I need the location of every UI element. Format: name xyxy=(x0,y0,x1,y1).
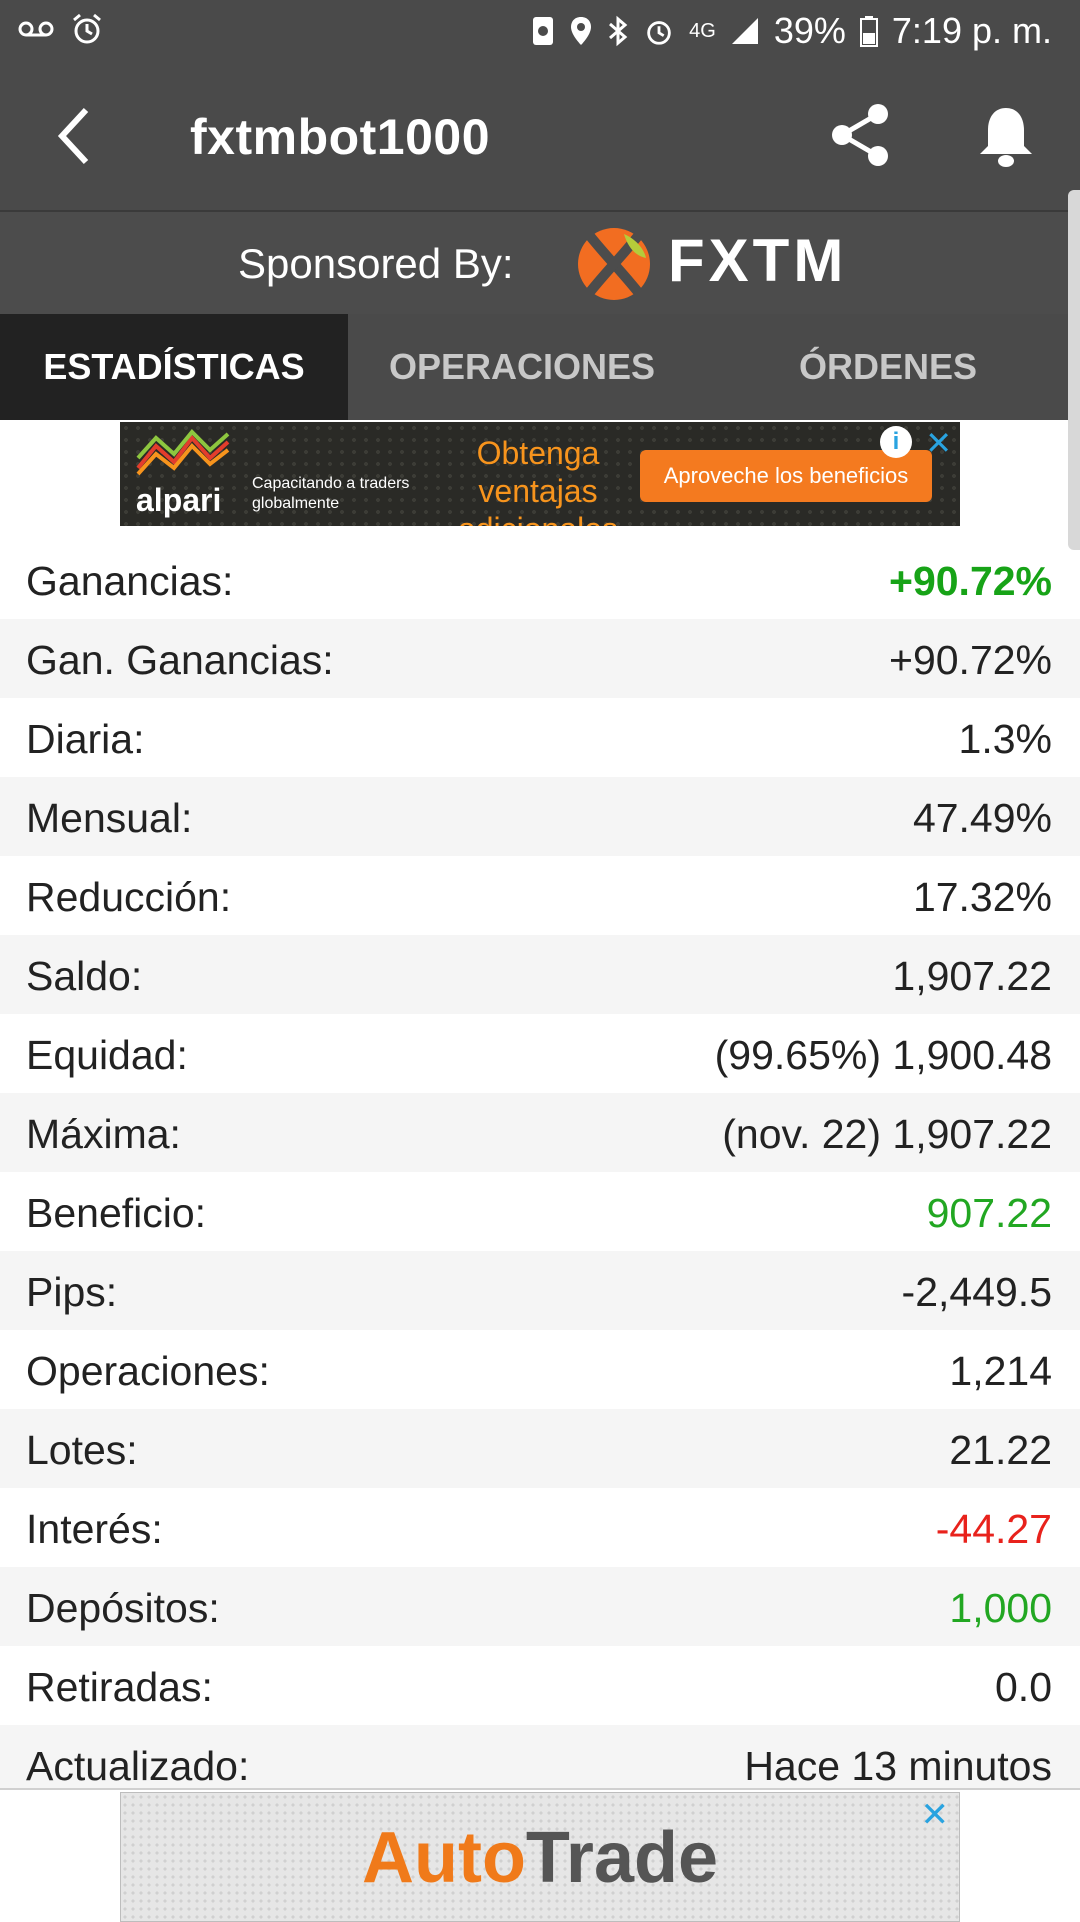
alarm-icon xyxy=(73,13,101,44)
stat-row-maxima: Máxima: (nov. 22) 1,907.22 xyxy=(0,1093,1080,1172)
ad-banner-top[interactable]: alpari Capacitando a traders globalmente… xyxy=(120,422,960,526)
battery-icon xyxy=(859,16,878,47)
ad-headline: Obtenga ventajas adicionales xyxy=(458,435,618,526)
location-icon xyxy=(571,17,592,45)
stat-label: Saldo: xyxy=(26,953,143,999)
ad-subtext: Capacitando a traders globalmente xyxy=(252,475,410,512)
stat-value: -44.27 xyxy=(935,1506,1052,1552)
tab-estadisticas[interactable]: ESTADÍSTICAS xyxy=(0,314,348,420)
ad-bottom-content[interactable]: AutoTrade ✕ xyxy=(120,1792,960,1922)
battery-percent: 39% xyxy=(773,10,846,51)
stat-row-operaciones: Operaciones: 1,214 xyxy=(0,1330,1080,1409)
stat-row-lotes: Lotes: 21.22 xyxy=(0,1409,1080,1488)
stats-list: Ganancias: +90.72% Gan. Ganancias: +90.7… xyxy=(0,540,1080,1804)
stat-row-saldo: Saldo: 1,907.22 xyxy=(0,935,1080,1014)
voicemail-icon xyxy=(18,21,54,37)
stat-value: Hace 13 minutos xyxy=(744,1743,1052,1789)
stat-row-diaria: Diaria: 1.3% xyxy=(0,698,1080,777)
stat-value: 1.3% xyxy=(958,716,1052,762)
stat-value: 21.22 xyxy=(949,1427,1052,1473)
fxtm-logo-icon[interactable] xyxy=(576,226,652,302)
app-bar: fxtmbot1000 xyxy=(0,64,1080,210)
tab-bar: ESTADÍSTICAS OPERACIONES ÓRDENES xyxy=(0,314,1080,420)
stat-value: (99.65%) 1,900.48 xyxy=(714,1032,1052,1078)
back-arrow-icon[interactable] xyxy=(48,106,108,166)
sponsor-bar: Sponsored By: FXTM xyxy=(0,210,1080,318)
stat-row-interes: Interés: -44.27 xyxy=(0,1488,1080,1567)
stat-label: Lotes: xyxy=(26,1427,138,1473)
stat-label: Mensual: xyxy=(26,795,193,841)
bell-icon[interactable] xyxy=(976,104,1036,168)
stat-label: Depósitos: xyxy=(26,1585,220,1631)
stat-value: 1,214 xyxy=(949,1348,1052,1394)
ad-close-icon[interactable]: ✕ xyxy=(925,425,952,461)
stat-row-depositos: Depósitos: 1,000 xyxy=(0,1567,1080,1646)
stat-label: Interés: xyxy=(26,1506,163,1552)
ad-close-icon[interactable]: ✕ xyxy=(920,1796,950,1834)
stat-value: (nov. 22) 1,907.22 xyxy=(722,1111,1052,1157)
stat-row-reduccion: Reducción: 17.32% xyxy=(0,856,1080,935)
stat-row-retiradas: Retiradas: 0.0 xyxy=(0,1646,1080,1725)
stat-label: Pips: xyxy=(26,1269,118,1315)
stat-value: 1,907.22 xyxy=(892,953,1052,999)
page-title: fxtmbot1000 xyxy=(190,109,491,165)
stat-label: Equidad: xyxy=(26,1032,188,1078)
sponsor-label: Sponsored By: xyxy=(238,240,514,287)
ad-cta-button[interactable]: Aproveche los beneficios xyxy=(640,450,932,502)
bluetooth-icon xyxy=(609,15,628,47)
alpari-logo-icon xyxy=(136,429,230,476)
stat-row-equidad: Equidad: (99.65%) 1,900.48 xyxy=(0,1014,1080,1093)
stat-row-beneficio: Beneficio: 907.22 xyxy=(0,1172,1080,1251)
status-bar: 4G 39% 7:19 p. m. xyxy=(0,0,1080,64)
stat-label: Beneficio: xyxy=(26,1190,207,1236)
stat-label: Retiradas: xyxy=(26,1664,213,1710)
autotrade-part2: Trade xyxy=(525,1818,719,1898)
signal-icon xyxy=(731,18,758,44)
ad-info-icon[interactable]: i xyxy=(880,426,912,458)
stat-label: Operaciones: xyxy=(26,1348,270,1394)
clock: 7:19 p. m. xyxy=(891,10,1052,51)
stat-value: -2,449.5 xyxy=(901,1269,1052,1315)
network-type: 4G xyxy=(689,19,716,42)
scrollbar[interactable] xyxy=(1068,190,1080,550)
stat-label: Ganancias: xyxy=(26,558,234,604)
recycle-icon xyxy=(533,17,554,45)
stat-value: 907.22 xyxy=(926,1190,1052,1236)
stat-label: Gan. Ganancias: xyxy=(26,637,334,683)
stat-label: Máxima: xyxy=(26,1111,181,1157)
ad-brand: alpari xyxy=(136,482,222,518)
stat-row-ganancias: Ganancias: +90.72% xyxy=(0,540,1080,619)
autotrade-part1: Auto xyxy=(361,1818,526,1898)
stat-row-gan-ganancias: Gan. Ganancias: +90.72% xyxy=(0,619,1080,698)
fxtm-brand-text[interactable]: FXTM xyxy=(668,227,848,294)
stat-value: 17.32% xyxy=(912,874,1052,920)
tab-operaciones[interactable]: OPERACIONES xyxy=(388,346,656,387)
stat-value: 47.49% xyxy=(912,795,1052,841)
stat-value: +90.72% xyxy=(889,637,1052,683)
share-icon[interactable] xyxy=(826,100,896,170)
stat-label: Actualizado: xyxy=(26,1743,250,1789)
stat-value: 0.0 xyxy=(995,1664,1052,1710)
stat-label: Diaria: xyxy=(26,716,145,762)
stat-row-pips: Pips: -2,449.5 xyxy=(0,1251,1080,1330)
stat-value: 1,000 xyxy=(949,1585,1052,1631)
stat-row-mensual: Mensual: 47.49% xyxy=(0,777,1080,856)
stat-value: +90.72% xyxy=(889,558,1052,604)
ad-banner-bottom[interactable]: AutoTrade ✕ xyxy=(0,1788,1080,1922)
tab-ordenes[interactable]: ÓRDENES xyxy=(798,346,978,387)
autotrade-logo: AutoTrade xyxy=(121,1817,959,1899)
alarm-status-icon xyxy=(647,21,671,45)
stat-label: Reducción: xyxy=(26,874,232,920)
